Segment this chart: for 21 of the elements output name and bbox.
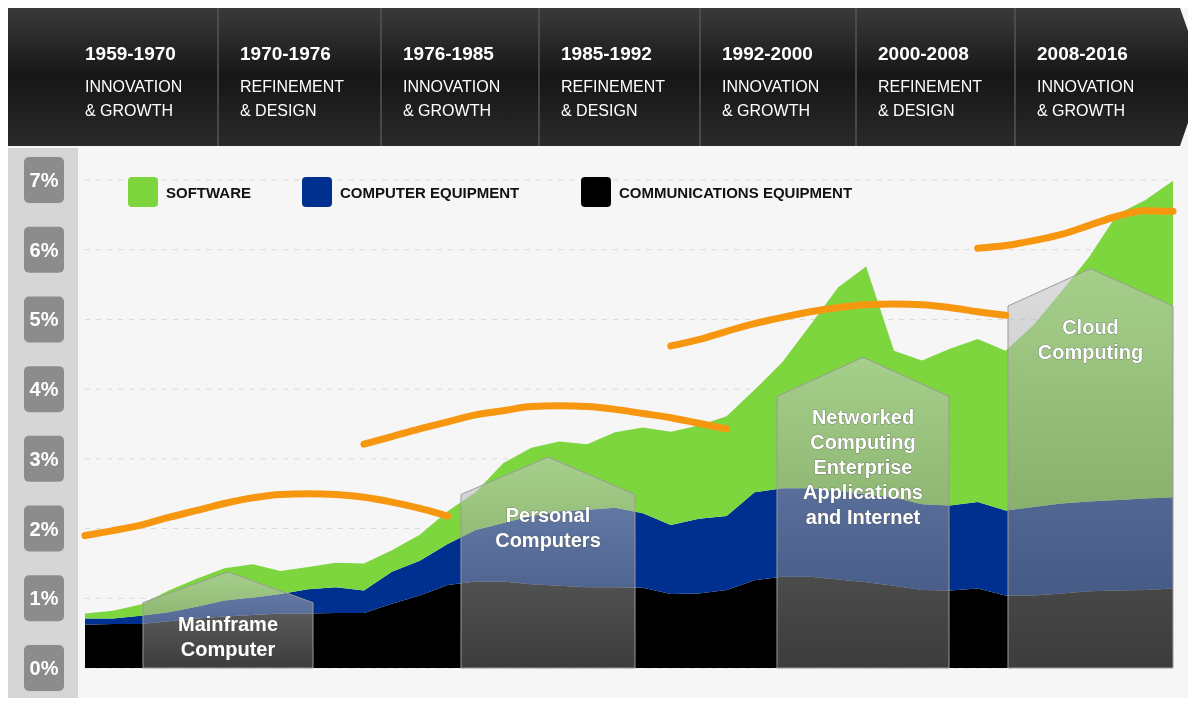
text: 1959-1970 INNOVATION & GROWTH	[85, 43, 183, 119]
annotation: Mainframe Computer	[177, 612, 279, 660]
y-tick-label: 3%	[29, 447, 59, 470]
text: 1985-1992 REFINEMENT & DESIGN	[561, 43, 666, 119]
y-tick-label: 0%	[29, 657, 59, 679]
y-tick-label: 6%	[29, 238, 59, 261]
legend-label: COMMUNICATIONS EQUIPMENT	[619, 184, 853, 201]
text: 1976-1985 INNOVATION & GROWTH	[403, 43, 501, 119]
y-tick-label: 1%	[29, 587, 59, 610]
text: 2008-2016 INNOVATION & GROWTH	[1037, 43, 1135, 119]
y-tick-label: 5%	[29, 308, 59, 331]
text: 2000-2008 REFINEMENT & DESIGN	[878, 43, 983, 119]
annotation: Personal Computers	[495, 504, 601, 552]
text: 1970-1976 REFINEMENT & DESIGN	[240, 43, 345, 119]
y-tick-label: 4%	[29, 378, 59, 401]
y-tick-label: 7%	[29, 169, 59, 191]
y-tick-label: 2%	[29, 517, 59, 540]
text: 1992-2000 INNOVATION & GROWTH	[722, 43, 820, 119]
legend-label: COMPUTER EQUIPMENT	[340, 184, 520, 201]
annotation: Cloud Computing	[1037, 315, 1144, 363]
legend-label: SOFTWARE	[166, 184, 251, 201]
